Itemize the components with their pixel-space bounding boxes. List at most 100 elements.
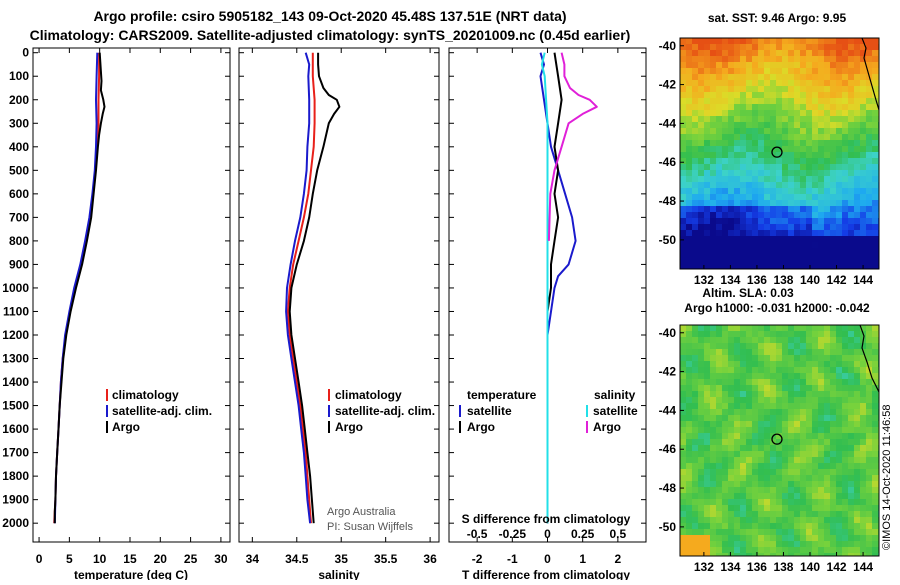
x-tick-label: -1 [507, 552, 518, 566]
sst-cell [818, 152, 825, 159]
sst-cell [710, 236, 717, 243]
sst-cell [680, 266, 687, 269]
sst-cell [692, 242, 699, 249]
sla-cell [842, 511, 849, 518]
sst-cell [776, 68, 783, 75]
sst-cell [692, 170, 699, 177]
sla-cell [692, 547, 699, 554]
sst-cell [866, 50, 873, 57]
depth-axis-ticks: 0100200300400500600700800900100011001200… [2, 46, 230, 530]
sla-cell [854, 451, 861, 458]
sla-cell [686, 367, 693, 374]
sla-cell [806, 403, 813, 410]
sst-cell [692, 38, 699, 45]
sla-cell [698, 379, 705, 386]
lat-tick-label: -44 [659, 403, 677, 417]
sst-cell [860, 128, 867, 135]
sla-cell [728, 529, 735, 536]
sla-cell [752, 493, 759, 500]
sla-cell [764, 421, 771, 428]
sla-cell [764, 409, 771, 416]
lon-tick-label: 132 [694, 273, 714, 287]
sla-cell [686, 361, 693, 368]
sst-cell [692, 110, 699, 117]
legend-label-climatology: climatology [335, 388, 402, 402]
sst-cell [836, 56, 843, 63]
sst-cell [722, 260, 729, 267]
sst-cell [698, 194, 705, 201]
sst-cell [746, 80, 753, 87]
sla-cell [812, 361, 819, 368]
lon-tick-label: 138 [773, 560, 793, 574]
sst-cell [740, 212, 747, 219]
sla-cell [710, 391, 717, 398]
sst-cell [782, 242, 789, 249]
sst-cell [836, 128, 843, 135]
sst-cell [746, 62, 753, 69]
sst-cell [692, 158, 699, 165]
sst-cell [860, 194, 867, 201]
sst-cell [740, 50, 747, 57]
sst-cell [770, 194, 777, 201]
sst-cell [836, 236, 843, 243]
x-tick-label: 34 [246, 552, 260, 566]
sst-cell [728, 80, 735, 87]
sla-cell [788, 439, 795, 446]
sla-cell [728, 481, 735, 488]
sst-cell [734, 170, 741, 177]
sla-cell [788, 361, 795, 368]
sla-cell [860, 391, 867, 398]
sst-cell [680, 158, 687, 165]
sst-cell [716, 50, 723, 57]
sst-cell [740, 200, 747, 207]
sst-cell [860, 254, 867, 261]
sst-cell [728, 62, 735, 69]
sla-cell [770, 445, 777, 452]
sst-cell [836, 44, 843, 51]
sst-cell [842, 260, 849, 267]
sla-cell [752, 421, 759, 428]
sla-cell [776, 421, 783, 428]
sla-cell [716, 457, 723, 464]
sst-cell [758, 260, 765, 267]
sst-cell [680, 128, 687, 135]
sla-cell [692, 331, 699, 338]
sla-cell [746, 529, 753, 536]
sla-cell [824, 487, 831, 494]
sst-cell [716, 260, 723, 267]
sla-cell [788, 475, 795, 482]
sla-cell [758, 403, 765, 410]
sla-cell [776, 529, 783, 536]
sla-cell [770, 373, 777, 380]
sst-cell [692, 50, 699, 57]
sst-cell [746, 44, 753, 51]
sst-cell [794, 236, 801, 243]
sst-cell [788, 128, 795, 135]
sla-cell [758, 361, 765, 368]
sla-cell [770, 367, 777, 374]
sst-cell [794, 212, 801, 219]
sst-cell [800, 104, 807, 111]
sst-cell [752, 44, 759, 51]
sla-cell [746, 349, 753, 356]
sla-cell [692, 409, 699, 416]
sst-cell [680, 224, 687, 231]
sla-cell [758, 481, 765, 488]
sla-cell [812, 379, 819, 386]
sla-cell [758, 499, 765, 506]
sst-cell [800, 248, 807, 255]
sst-cell [800, 56, 807, 63]
sla-cell [836, 451, 843, 458]
sst-cell [692, 146, 699, 153]
sla-cell [836, 457, 843, 464]
sst-cell [728, 110, 735, 117]
sla-cell [812, 529, 819, 536]
sla-cell [746, 523, 753, 530]
sla-cell [794, 499, 801, 506]
sla-cell [848, 331, 855, 338]
sla-cell [686, 409, 693, 416]
sla-cell [680, 427, 687, 434]
sst-cell [782, 116, 789, 123]
sst-cell [854, 206, 861, 213]
sst-cell [716, 200, 723, 207]
